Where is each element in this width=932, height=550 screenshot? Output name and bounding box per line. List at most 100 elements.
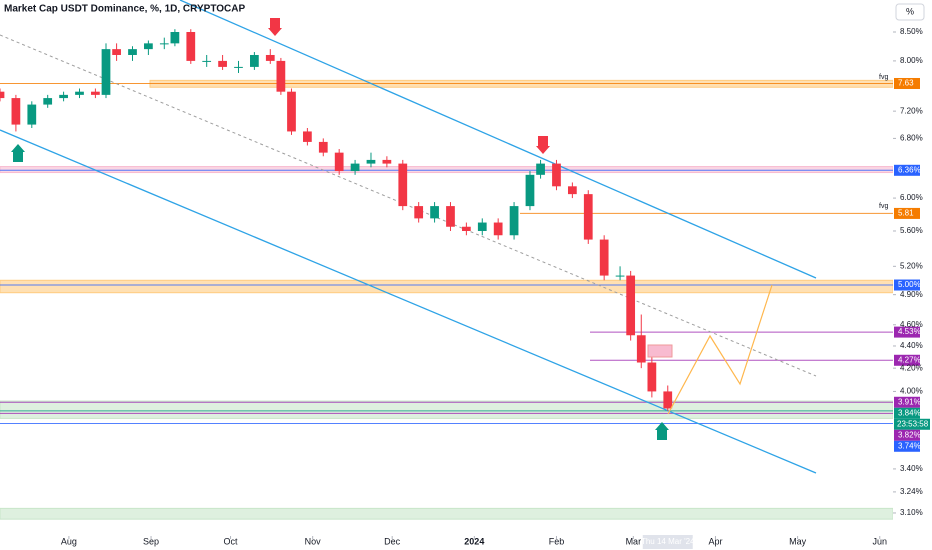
candle-body xyxy=(477,222,487,231)
price-tag xyxy=(894,279,920,291)
candle-body xyxy=(525,174,535,207)
candle-body xyxy=(583,194,593,240)
candle-body xyxy=(287,91,296,132)
candle-body xyxy=(615,275,625,277)
candle-body xyxy=(144,43,153,50)
candle-body xyxy=(647,362,657,392)
candle-body xyxy=(626,275,636,336)
candle-body xyxy=(493,222,503,236)
x-tick-label: Feb xyxy=(549,536,565,546)
y-tick-label: 4.60% xyxy=(900,320,923,329)
candle-body xyxy=(599,239,609,276)
unit-label: % xyxy=(906,6,914,16)
candle-body xyxy=(366,159,376,164)
candle-body xyxy=(398,163,408,207)
y-tick-label: 8.50% xyxy=(900,27,923,36)
candle-body xyxy=(350,163,360,172)
candle-body xyxy=(159,43,169,45)
price-tag xyxy=(894,396,920,408)
fvg-label: fvg xyxy=(879,203,888,210)
zone xyxy=(0,400,894,419)
price-tag-label: 3.91% xyxy=(898,397,921,406)
candle-body xyxy=(663,391,673,409)
zone xyxy=(0,279,894,294)
candle-body xyxy=(128,49,137,55)
y-tick-label: 6.00% xyxy=(900,193,923,202)
candle-body xyxy=(27,104,37,125)
price-tag-label: 6.36% xyxy=(898,165,921,174)
price-tag-label: 3.84% xyxy=(898,408,921,417)
x-tick-label: May xyxy=(789,536,807,546)
candle-body xyxy=(170,31,180,44)
price-tag xyxy=(894,77,920,89)
y-tick-label: 4.40% xyxy=(900,341,923,350)
y-tick-label: 5.60% xyxy=(900,226,923,235)
zone xyxy=(0,166,894,174)
price-tag-label: 4.27% xyxy=(898,355,921,364)
price-tag xyxy=(894,326,920,338)
candle-body xyxy=(334,152,344,172)
candle-body xyxy=(536,163,545,175)
y-tick-label: 4.00% xyxy=(900,387,923,396)
crosshair-date: Thu 14 Mar '24 xyxy=(641,537,695,546)
candle-body xyxy=(112,49,121,55)
price-tag xyxy=(894,429,920,441)
channel-lower xyxy=(0,129,817,474)
price-tag xyxy=(894,207,920,219)
pink-box xyxy=(647,344,673,358)
candle-body xyxy=(303,131,312,142)
x-tick-label: Oct xyxy=(224,536,239,546)
candle-body xyxy=(636,335,646,363)
candle-body xyxy=(462,226,471,231)
arrow-up xyxy=(655,422,669,440)
candle-body xyxy=(186,31,196,61)
price-tag xyxy=(894,440,920,452)
candle-body xyxy=(75,91,84,95)
candle-body xyxy=(318,141,328,153)
price-tag-label: 3.82% xyxy=(898,430,921,439)
projection xyxy=(667,284,773,415)
candle-body xyxy=(59,94,68,99)
y-tick-label: 7.20% xyxy=(900,106,923,115)
price-tag-label: 5.00% xyxy=(898,280,921,289)
arrow-down xyxy=(536,136,550,154)
arrow-up xyxy=(11,144,25,162)
y-tick-label: 6.80% xyxy=(900,134,923,143)
x-tick-label: Jun xyxy=(872,536,887,546)
y-tick-label: 4.20% xyxy=(900,363,923,372)
x-tick-label: Aug xyxy=(61,536,77,546)
price-axis xyxy=(893,0,932,550)
x-tick-label: Apr xyxy=(708,536,722,546)
unit-button[interactable] xyxy=(895,3,925,21)
candle-body xyxy=(250,54,259,67)
candle-body xyxy=(265,54,275,61)
arrow-down xyxy=(268,18,282,36)
candle-body xyxy=(43,98,53,105)
candle-body xyxy=(202,60,212,62)
candle-body xyxy=(11,98,21,125)
x-tick-label: Sep xyxy=(143,536,159,546)
price-tag-label: 3.74% xyxy=(898,441,921,450)
candle-body xyxy=(430,206,439,219)
y-tick-label: 5.20% xyxy=(900,261,923,270)
y-tick-label: 3.24% xyxy=(900,487,923,496)
y-tick-label: 4.90% xyxy=(900,290,923,299)
candle-body xyxy=(276,60,286,92)
countdown: 23:53:58 xyxy=(897,419,929,428)
price-tag xyxy=(894,354,920,366)
channel-upper xyxy=(179,0,817,279)
candle-body xyxy=(509,206,519,236)
x-tick-label: 2024 xyxy=(464,536,484,546)
price-tag xyxy=(894,164,920,176)
candle-body xyxy=(552,163,561,187)
candles xyxy=(0,29,673,411)
candle-body xyxy=(101,49,111,95)
candle-body xyxy=(0,91,5,99)
labels: 7.63 6.36% 5.81 5.00% 4.53% 4.27% 3.91% 3.84% 23… xyxy=(894,77,930,452)
chart-title: Market Cap USDT Dominance, %, 1D, CRYPTO… xyxy=(4,4,245,15)
x-tick-label: Dec xyxy=(384,536,401,546)
x-tick-label: Nov xyxy=(305,536,322,546)
candle-body xyxy=(218,60,227,67)
